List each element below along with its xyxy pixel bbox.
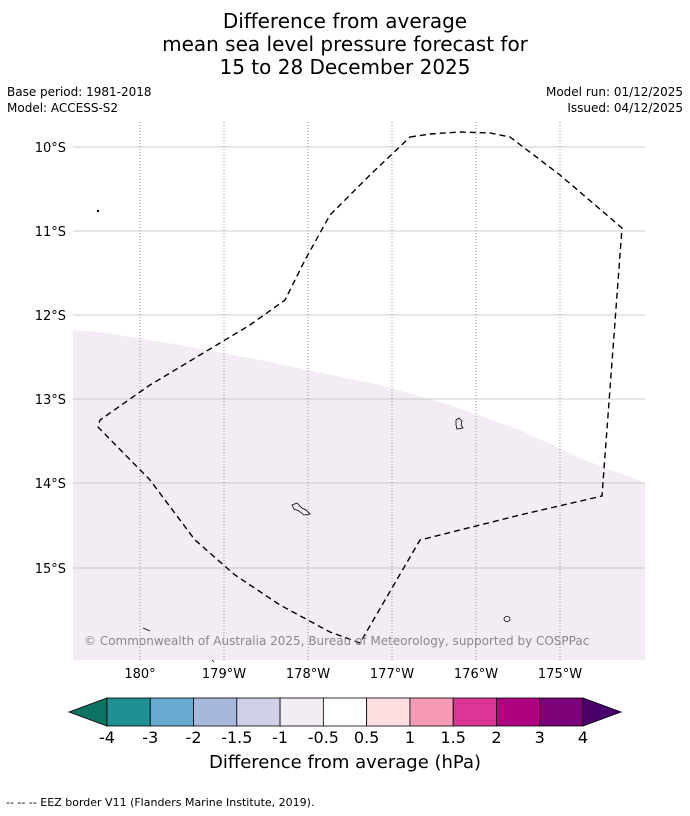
colorbar-tick-label: -2 <box>185 728 202 747</box>
colorbar-tick-label: 1.5 <box>440 728 466 747</box>
colorbar-segment <box>322 697 368 727</box>
colorbar-tick-label: 4 <box>577 728 589 747</box>
colorbar-tick-label: -1 <box>272 728 289 747</box>
colorbar-segment <box>106 697 151 727</box>
anomaly-region <box>73 330 645 660</box>
colorbar-extend-low <box>67 697 108 727</box>
lat-labels: 10°S 11°S 12°S 13°S 14°S 15°S <box>35 141 66 577</box>
colorbar-segment <box>452 697 497 727</box>
island-shape-2 <box>291 502 311 516</box>
colorbar-segment <box>409 697 454 727</box>
island-shape <box>455 417 464 430</box>
lat-label: 11°S <box>35 225 66 240</box>
title-line-3: 15 to 28 December 2025 <box>219 55 471 79</box>
lat-label: 12°S <box>35 309 66 324</box>
colorbar-tick-label: -1.5 <box>221 728 253 747</box>
colorbar-segment <box>236 697 281 727</box>
colorbar-tick-label: -0.5 <box>307 728 339 747</box>
issued-date: Issued: 04/12/2025 <box>567 101 683 115</box>
colorbar-segment <box>539 697 584 727</box>
eez-legend: -- -- -- EEZ border V11 (Flanders Marine… <box>6 796 315 809</box>
lon-label: 176°W <box>454 667 498 682</box>
title-line-1: Difference from average <box>222 9 468 33</box>
colorbar-segment <box>149 697 194 727</box>
lat-label: 10°S <box>35 141 66 156</box>
colorbar-segment <box>279 697 324 727</box>
colorbar-segment <box>366 697 411 727</box>
colorbar <box>67 697 623 727</box>
island-shape-3 <box>503 616 511 622</box>
lon-label: 175°W <box>538 667 582 682</box>
colorbar-tick-label: -4 <box>99 728 115 747</box>
copyright-text: © Commonwealth of Australia 2025, Bureau… <box>84 634 589 648</box>
model-run: Model run: 01/12/2025 <box>545 85 683 99</box>
colorbar-segment <box>496 697 541 727</box>
model-name: Model: ACCESS-S2 <box>7 101 119 115</box>
colorbar-tick-label: 2 <box>491 728 502 747</box>
island-shape-5 <box>211 659 215 663</box>
islands <box>96 209 511 663</box>
lat-gridlines <box>73 146 645 569</box>
lon-label: 180° <box>124 667 155 682</box>
eez-border <box>97 131 623 644</box>
colorbar-tick-label: 0.5 <box>353 728 380 747</box>
lon-labels: 180° 179°W 178°W 177°W 176°W 175°W <box>124 667 582 682</box>
lat-label: 14°S <box>35 477 66 492</box>
lon-label: 178°W <box>286 667 330 682</box>
title-line-2: mean sea level pressure forecast for <box>162 32 528 56</box>
lat-label: 13°S <box>35 393 66 408</box>
colorbar-tick-label: 1 <box>404 728 415 747</box>
colorbar-tick-label: -3 <box>142 728 159 747</box>
colorbar-segment <box>193 697 238 727</box>
colorbar-extend-high <box>582 697 623 727</box>
island-shape-4 <box>142 627 151 632</box>
base-period: Base period: 1981-2018 <box>7 85 152 99</box>
lon-label: 177°W <box>370 667 414 682</box>
lat-label: 15°S <box>35 562 66 577</box>
colorbar-tick-label: 3 <box>534 728 545 747</box>
colorbar-title: Difference from average (hPa) <box>208 752 482 773</box>
island-dot <box>96 209 100 213</box>
lon-label: 179°W <box>202 667 246 682</box>
